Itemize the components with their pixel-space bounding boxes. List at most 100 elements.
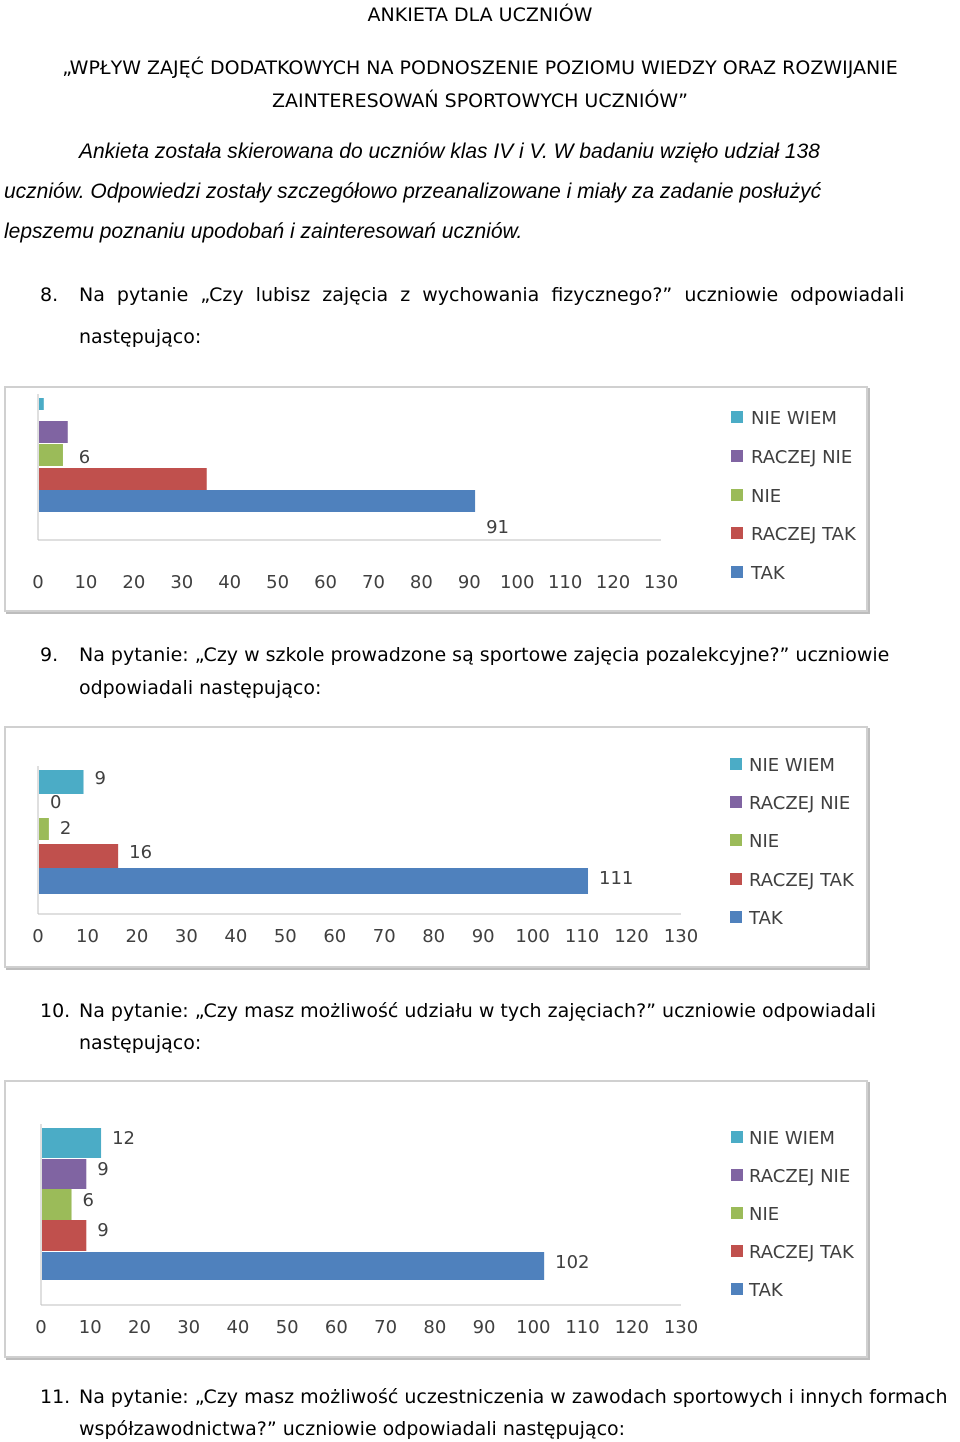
x-tick-label: 40 (218, 572, 241, 593)
legend-swatch-tak (731, 1283, 743, 1295)
data-label-raczej-nie: 0 (50, 792, 61, 813)
intro-line1: Ankieta została skierowana do uczniów kl… (79, 140, 820, 163)
data-label-tak: 91 (486, 517, 509, 538)
x-tick-label: 130 (664, 926, 698, 947)
x-tick-label: 120 (615, 1317, 649, 1338)
legend-label-raczej-tak: RACZEJ TAK (751, 524, 857, 545)
question-11-text: Na pytanie: „Czy masz możliwość uczestni… (79, 1386, 948, 1408)
x-tick-label: 110 (548, 572, 582, 593)
bar-raczej-nie (39, 421, 68, 443)
bar-nie (39, 444, 63, 466)
x-tick-label: 40 (226, 1317, 249, 1338)
x-tick-label: 110 (565, 926, 599, 947)
x-tick-label: 50 (274, 926, 297, 947)
bar-tak (39, 490, 476, 512)
x-tick-label: 10 (79, 1317, 102, 1338)
legend-label-nie-wiem: NIE WIEM (751, 408, 837, 429)
bar-nie-wiem (42, 1128, 102, 1158)
x-tick-label: 50 (266, 572, 289, 593)
legend-label-nie-wiem: NIE WIEM (749, 755, 835, 776)
legend-label-nie: NIE (749, 831, 779, 852)
data-label-tak: 102 (555, 1252, 589, 1273)
intro-line3: lepszemu poznaniu upodobań i zainteresow… (4, 220, 523, 243)
x-tick-label: 60 (325, 1317, 348, 1338)
data-label-nie-wiem: 9 (95, 768, 106, 789)
x-tick-label: 60 (314, 572, 337, 593)
legend-label-raczej-nie: RACZEJ NIE (749, 793, 850, 814)
x-tick-label: 70 (373, 926, 396, 947)
legend-label-raczej-nie: RACZEJ NIE (749, 1166, 850, 1187)
legend-label-tak: TAK (750, 563, 786, 584)
bar-tak (42, 1252, 545, 1280)
document-subtitle-line1: „WPŁYW ZAJĘĆ DODATKOWYCH NA PODNOSZENIE … (62, 57, 898, 79)
x-tick-label: 10 (74, 572, 97, 593)
legend-swatch-raczej-nie (731, 1169, 743, 1181)
x-tick-label: 130 (664, 1317, 698, 1338)
data-label-nie: 2 (60, 818, 71, 839)
x-tick-label: 110 (565, 1317, 599, 1338)
legend-label-tak: TAK (748, 1280, 784, 1301)
legend-label-nie-wiem: NIE WIEM (749, 1128, 835, 1149)
legend-label-raczej-tak: RACZEJ TAK (749, 870, 855, 891)
question-10-text-cont: następująco: (79, 1032, 202, 1054)
legend-swatch-nie-wiem (731, 411, 743, 423)
bar-raczej-tak (39, 844, 119, 868)
data-label-tak: 111 (599, 868, 633, 889)
x-tick-label: 30 (177, 1317, 200, 1338)
data-label-raczej-tak: 9 (97, 1220, 108, 1241)
bar-nie (39, 818, 49, 840)
document-title: ANKIETA DLA UCZNIÓW (367, 4, 593, 26)
legend-label-nie: NIE (751, 486, 781, 507)
question-8-number: 8. (40, 284, 59, 306)
x-tick-label: 90 (472, 926, 495, 947)
chart-q8: 16535910102030405060708090100110120130NI… (4, 386, 868, 612)
legend-label-raczej-nie: RACZEJ NIE (751, 447, 852, 468)
x-tick-label: 120 (596, 572, 630, 593)
x-tick-label: 70 (374, 1317, 397, 1338)
legend-swatch-nie (730, 834, 742, 846)
question-11-number: 11. (40, 1386, 71, 1408)
bar-raczej-nie (42, 1159, 87, 1189)
question-9-text-cont: odpowiadali następująco: (79, 677, 322, 699)
legend-swatch-nie-wiem (731, 1131, 743, 1143)
x-tick-label: 10 (76, 926, 99, 947)
bar-tak (39, 868, 589, 894)
chart-q10: 12 9 6 9 102 0 10 20 30 40 50 60 70 80 90 100 110 120 130 N… (4, 1080, 868, 1358)
question-8-text-cont: następująco: (79, 326, 202, 348)
x-tick-label: 0 (35, 1317, 46, 1338)
legend-label-nie: NIE (749, 1204, 779, 1225)
legend-label-raczej-tak: RACZEJ TAK (749, 1242, 855, 1263)
x-tick-label: 90 (458, 572, 481, 593)
x-tick-label: 100 (500, 572, 534, 593)
bar-raczej-tak (39, 468, 207, 490)
legend-swatch-nie (731, 1207, 743, 1219)
data-label-raczej-nie: 9 (97, 1159, 108, 1180)
x-tick-label: 60 (323, 926, 346, 947)
question-11-text-cont: współzawodnictwa?” uczniowie odpowiadali… (79, 1418, 626, 1440)
x-tick-label: 70 (362, 572, 385, 593)
legend-swatch-tak (730, 911, 742, 923)
legend-swatch-raczej-tak (730, 873, 742, 885)
x-tick-label: 130 (644, 572, 678, 593)
legend-swatch-tak (731, 566, 743, 578)
data-label-raczej-tak: 16 (129, 842, 152, 863)
chart-q8-svg: 16535910102030405060708090100110120130NI… (32, 394, 857, 593)
x-tick-label: 20 (125, 926, 148, 947)
x-tick-label: 0 (32, 572, 43, 593)
data-label-nie-wiem: 12 (112, 1128, 135, 1149)
data-label-raczej-nie: 6 (79, 447, 90, 468)
x-tick-label: 100 (515, 926, 549, 947)
chart-q9: 9 0 2 16 111 0 10 20 30 40 50 60 70 80 90 100 110 120 130 N… (4, 726, 868, 968)
x-tick-label: 20 (122, 572, 145, 593)
x-tick-label: 90 (473, 1317, 496, 1338)
legend-swatch-raczej-nie (730, 796, 742, 808)
intro-line2: uczniów. Odpowiedzi zostały szczegółowo … (4, 180, 822, 203)
x-tick-label: 80 (423, 1317, 446, 1338)
x-tick-label: 50 (276, 1317, 299, 1338)
x-tick-label: 40 (224, 926, 247, 947)
x-tick-label: 80 (410, 572, 433, 593)
legend-swatch-raczej-tak (731, 527, 743, 539)
question-10-number: 10. (40, 1000, 71, 1022)
